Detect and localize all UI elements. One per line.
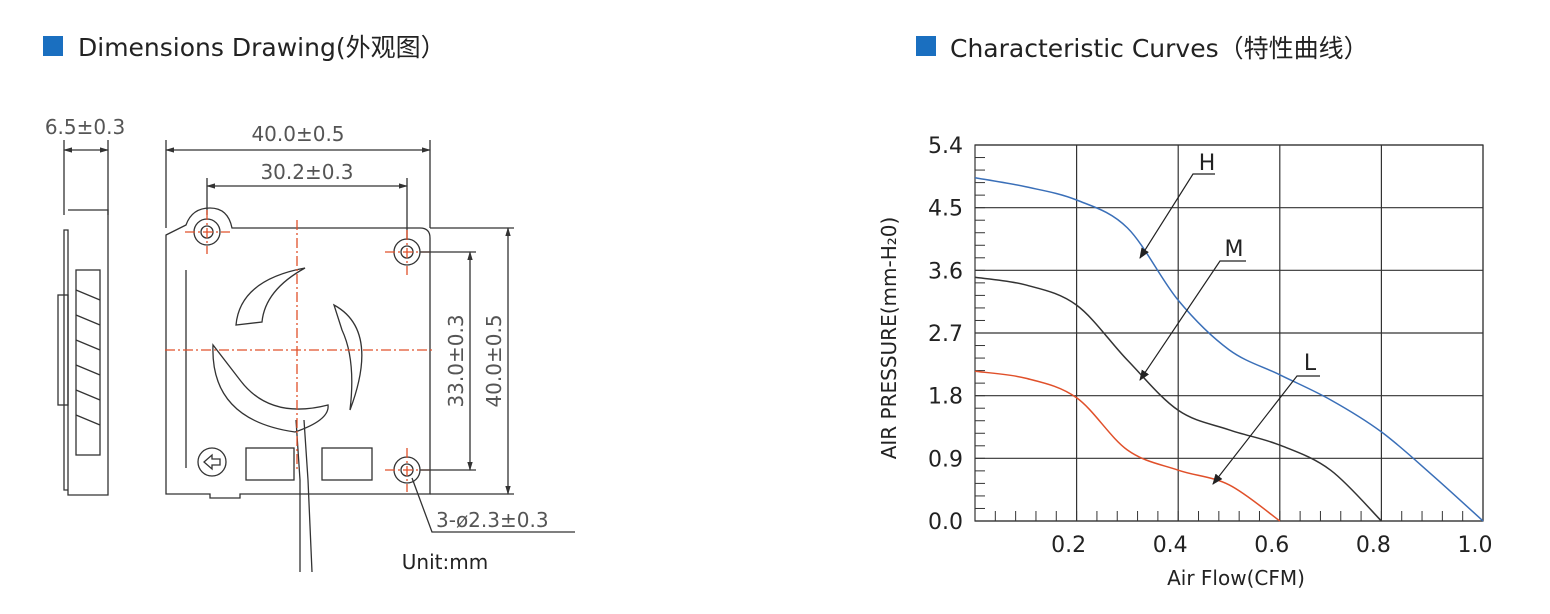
chart: Air Flow(CFM) AIR PRESSURE(mm-H₂0) 0.0 0.… (877, 134, 1493, 590)
y-tick-label: 0.0 (928, 510, 963, 535)
curve (974, 176, 1484, 522)
curve-label: H (1199, 151, 1216, 176)
dimension-label: 30.2±0.3 (260, 160, 353, 184)
dimension-drawing (57, 140, 575, 573)
x-tick-label: 0.4 (1153, 533, 1188, 558)
dimension-label: 3-ø2.3±0.3 (436, 508, 549, 532)
section-title: Characteristic Curves（特性曲线） (950, 34, 1369, 63)
section-marker (916, 36, 936, 56)
y-tick-label: 3.6 (928, 259, 963, 284)
y-tick-label: 0.9 (928, 447, 963, 472)
y-tick-label: 5.4 (928, 134, 963, 159)
curve (974, 370, 1281, 522)
dimension-label: 40.0±0.5 (251, 122, 344, 146)
x-axis-label: Air Flow(CFM) (1167, 566, 1305, 590)
y-tick-label: 4.5 (928, 197, 963, 222)
leader (1139, 260, 1246, 381)
dimension-label: 6.5±0.3 (45, 115, 125, 139)
x-tick-label: 0.2 (1051, 533, 1086, 558)
y-tick-label: 2.7 (928, 322, 963, 347)
x-tick-label: 1.0 (1458, 533, 1493, 558)
dimension-label: 33.0±0.3 (444, 314, 468, 407)
curve-label: M (1225, 237, 1244, 262)
x-tick-label: 0.6 (1254, 533, 1289, 558)
dimension-label: 40.0±0.5 (482, 314, 506, 407)
curve-label: L (1304, 351, 1317, 376)
curve (974, 276, 1382, 522)
x-tick-label: 0.8 (1356, 533, 1391, 558)
y-axis-label: AIR PRESSURE(mm-H₂0) (877, 217, 901, 460)
section-marker (43, 36, 63, 56)
section-title: Dimensions Drawing(外观图） (78, 33, 446, 62)
leader (1139, 173, 1215, 259)
y-tick-label: 1.8 (928, 385, 963, 410)
leader (1212, 375, 1320, 485)
unit-label: Unit:mm (402, 550, 488, 574)
